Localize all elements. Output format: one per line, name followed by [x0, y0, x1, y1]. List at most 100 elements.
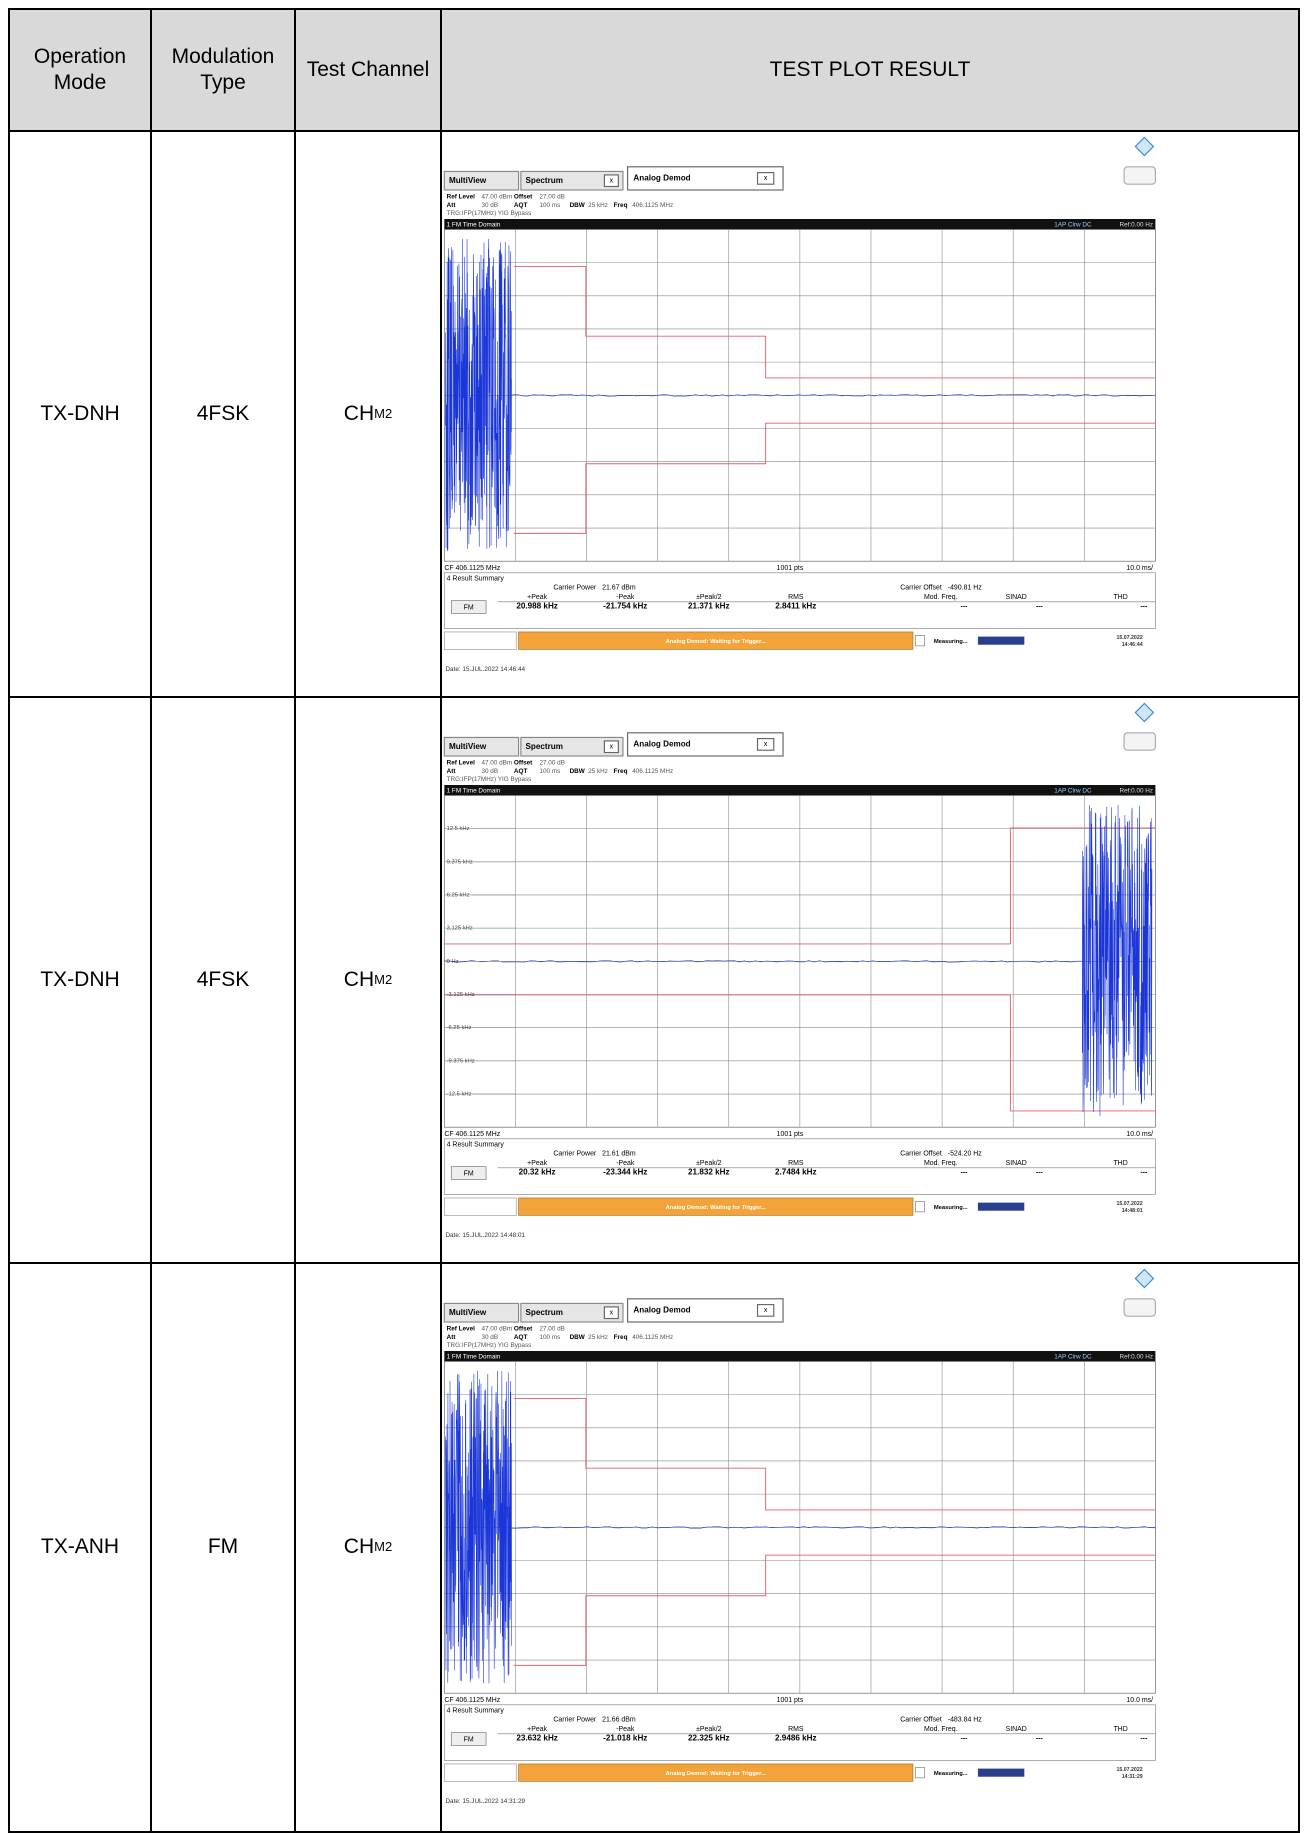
status-toggle	[915, 1767, 924, 1777]
channel-subscript: M2	[374, 406, 392, 422]
y-label: -6.25 kHz	[447, 1025, 472, 1031]
div-label: 10.0 ms/	[1126, 1131, 1153, 1138]
column-header: -Peak	[616, 1726, 635, 1733]
info-text: AQT	[514, 768, 528, 775]
channel-cell: CHM2	[296, 698, 442, 1264]
modulation-type: 4FSK	[197, 401, 250, 427]
carrier-power: 21.61 dBm	[602, 1151, 636, 1158]
ref-info: Ref:0.00 Hz	[1119, 221, 1153, 228]
result-value: 21.832 kHz	[688, 1168, 729, 1177]
tab-label: Analog Demod	[633, 1306, 690, 1315]
status-time: 14:31:29	[1122, 1774, 1143, 1780]
result-value: -21.018 kHz	[603, 1734, 647, 1743]
info-text: 30 dB	[481, 202, 498, 209]
info-text: 406.1125 MHz	[632, 768, 673, 775]
modulation-cell: 4FSK	[152, 698, 296, 1264]
trace-info: 1AP Clrw DC	[1054, 787, 1092, 794]
info-text: 25 kHz	[588, 202, 608, 209]
y-label: 9.375 kHz	[447, 859, 473, 865]
result-value: 20.32 kHz	[519, 1168, 556, 1177]
status-text: Analog Demod: Waiting for Trigger...	[666, 1205, 767, 1211]
column-header: RMS	[788, 1160, 804, 1167]
pts-label: 1001 pts	[777, 1697, 804, 1704]
result-value: ---	[1036, 1169, 1044, 1176]
tab-label: Spectrum	[526, 1308, 563, 1317]
demod-label: FM	[464, 1736, 474, 1743]
result-value: ---	[961, 603, 969, 610]
info-text: Offset	[514, 194, 533, 201]
tab-label: Spectrum	[526, 176, 563, 185]
tab-label: Spectrum	[526, 742, 563, 751]
screenshot: MultiViewSpectrumxAnalog DemodxRef Level…	[444, 1269, 1155, 1804]
info-text: DBW	[570, 1334, 585, 1341]
column-header: Mod. Freq.	[924, 1160, 958, 1167]
channel: CH	[344, 1534, 374, 1560]
modulation-type: FM	[208, 1534, 238, 1560]
column-header: RMS	[788, 1726, 804, 1733]
info-text: Freq	[614, 1334, 628, 1341]
operation-mode: TX-ANH	[41, 1534, 119, 1560]
ref-info: Ref:0.00 Hz	[1119, 787, 1153, 794]
header-cell: TEST PLOT RESULT	[442, 10, 1300, 132]
column-header: +Peak	[527, 1160, 547, 1167]
header-text: Modulation Type	[158, 44, 288, 97]
channel-cell: CHM2	[296, 132, 442, 698]
mode-cell: TX-DNH	[10, 698, 152, 1264]
operation-mode: TX-DNH	[40, 967, 119, 993]
carrier-offset-label: Carrier Offset	[900, 1151, 942, 1158]
cf-label: CF 406.1125 MHz	[444, 565, 500, 572]
dropdown	[1124, 733, 1155, 750]
plot-cell: MultiViewSpectrumxAnalog DemodxRef Level…	[442, 1264, 1300, 1833]
status-toggle	[915, 1201, 924, 1211]
column-header: ±Peak/2	[696, 594, 722, 601]
header-cell: Operation Mode	[10, 10, 152, 132]
info-text: TRG:IFP(17MHz) YIG Bypass	[447, 776, 532, 783]
operation-mode: TX-DNH	[40, 401, 119, 427]
carrier-offset-label: Carrier Offset	[900, 585, 942, 592]
summary-title: 4 Result Summary	[447, 575, 505, 582]
status-time: 14:46:44	[1122, 642, 1143, 648]
summary-title: 4 Result Summary	[447, 1141, 505, 1148]
column-header: RMS	[788, 594, 804, 601]
pts-label: 1001 pts	[777, 1131, 804, 1138]
logo	[1135, 703, 1153, 721]
input-box	[444, 1198, 516, 1215]
status-date: 15.07.2022	[1117, 635, 1143, 641]
column-header: Mod. Freq.	[924, 1726, 958, 1733]
modulation-type: 4FSK	[197, 967, 250, 993]
info-text: 27.00 dB	[539, 1326, 564, 1333]
status-time: 14:48:01	[1122, 1208, 1143, 1214]
input-box	[444, 1764, 516, 1781]
close-label: x	[764, 175, 768, 182]
column-header: +Peak	[527, 594, 547, 601]
tab-label: MultiView	[449, 1308, 487, 1317]
info-text: DBW	[570, 202, 585, 209]
close-label: x	[610, 1310, 614, 1317]
logo	[1135, 1269, 1153, 1287]
result-value: 2.7484 kHz	[775, 1168, 816, 1177]
status-date: 15.07.2022	[1117, 1201, 1143, 1207]
close-label: x	[764, 1307, 768, 1314]
progress	[978, 1769, 1024, 1777]
input-box	[444, 632, 516, 649]
header-text: Test Channel	[307, 57, 430, 83]
close-label: x	[610, 744, 614, 751]
carrier-power-label: Carrier Power	[553, 1151, 597, 1158]
info-text: 100 ms	[539, 768, 560, 775]
carrier-offset: -483.84 Hz	[948, 1717, 983, 1724]
result-value: 23.632 kHz	[516, 1734, 557, 1743]
mode-cell: TX-ANH	[10, 1264, 152, 1833]
measuring: Measuring...	[934, 1771, 968, 1777]
pts-label: 1001 pts	[777, 565, 804, 572]
info-text: 27.00 dB	[539, 760, 564, 767]
info-text: Ref Level	[447, 760, 476, 767]
tab-label: Analog Demod	[633, 174, 690, 183]
tab-label: MultiView	[449, 176, 487, 185]
demod-label: FM	[464, 604, 474, 611]
column-header: ±Peak/2	[696, 1160, 722, 1167]
